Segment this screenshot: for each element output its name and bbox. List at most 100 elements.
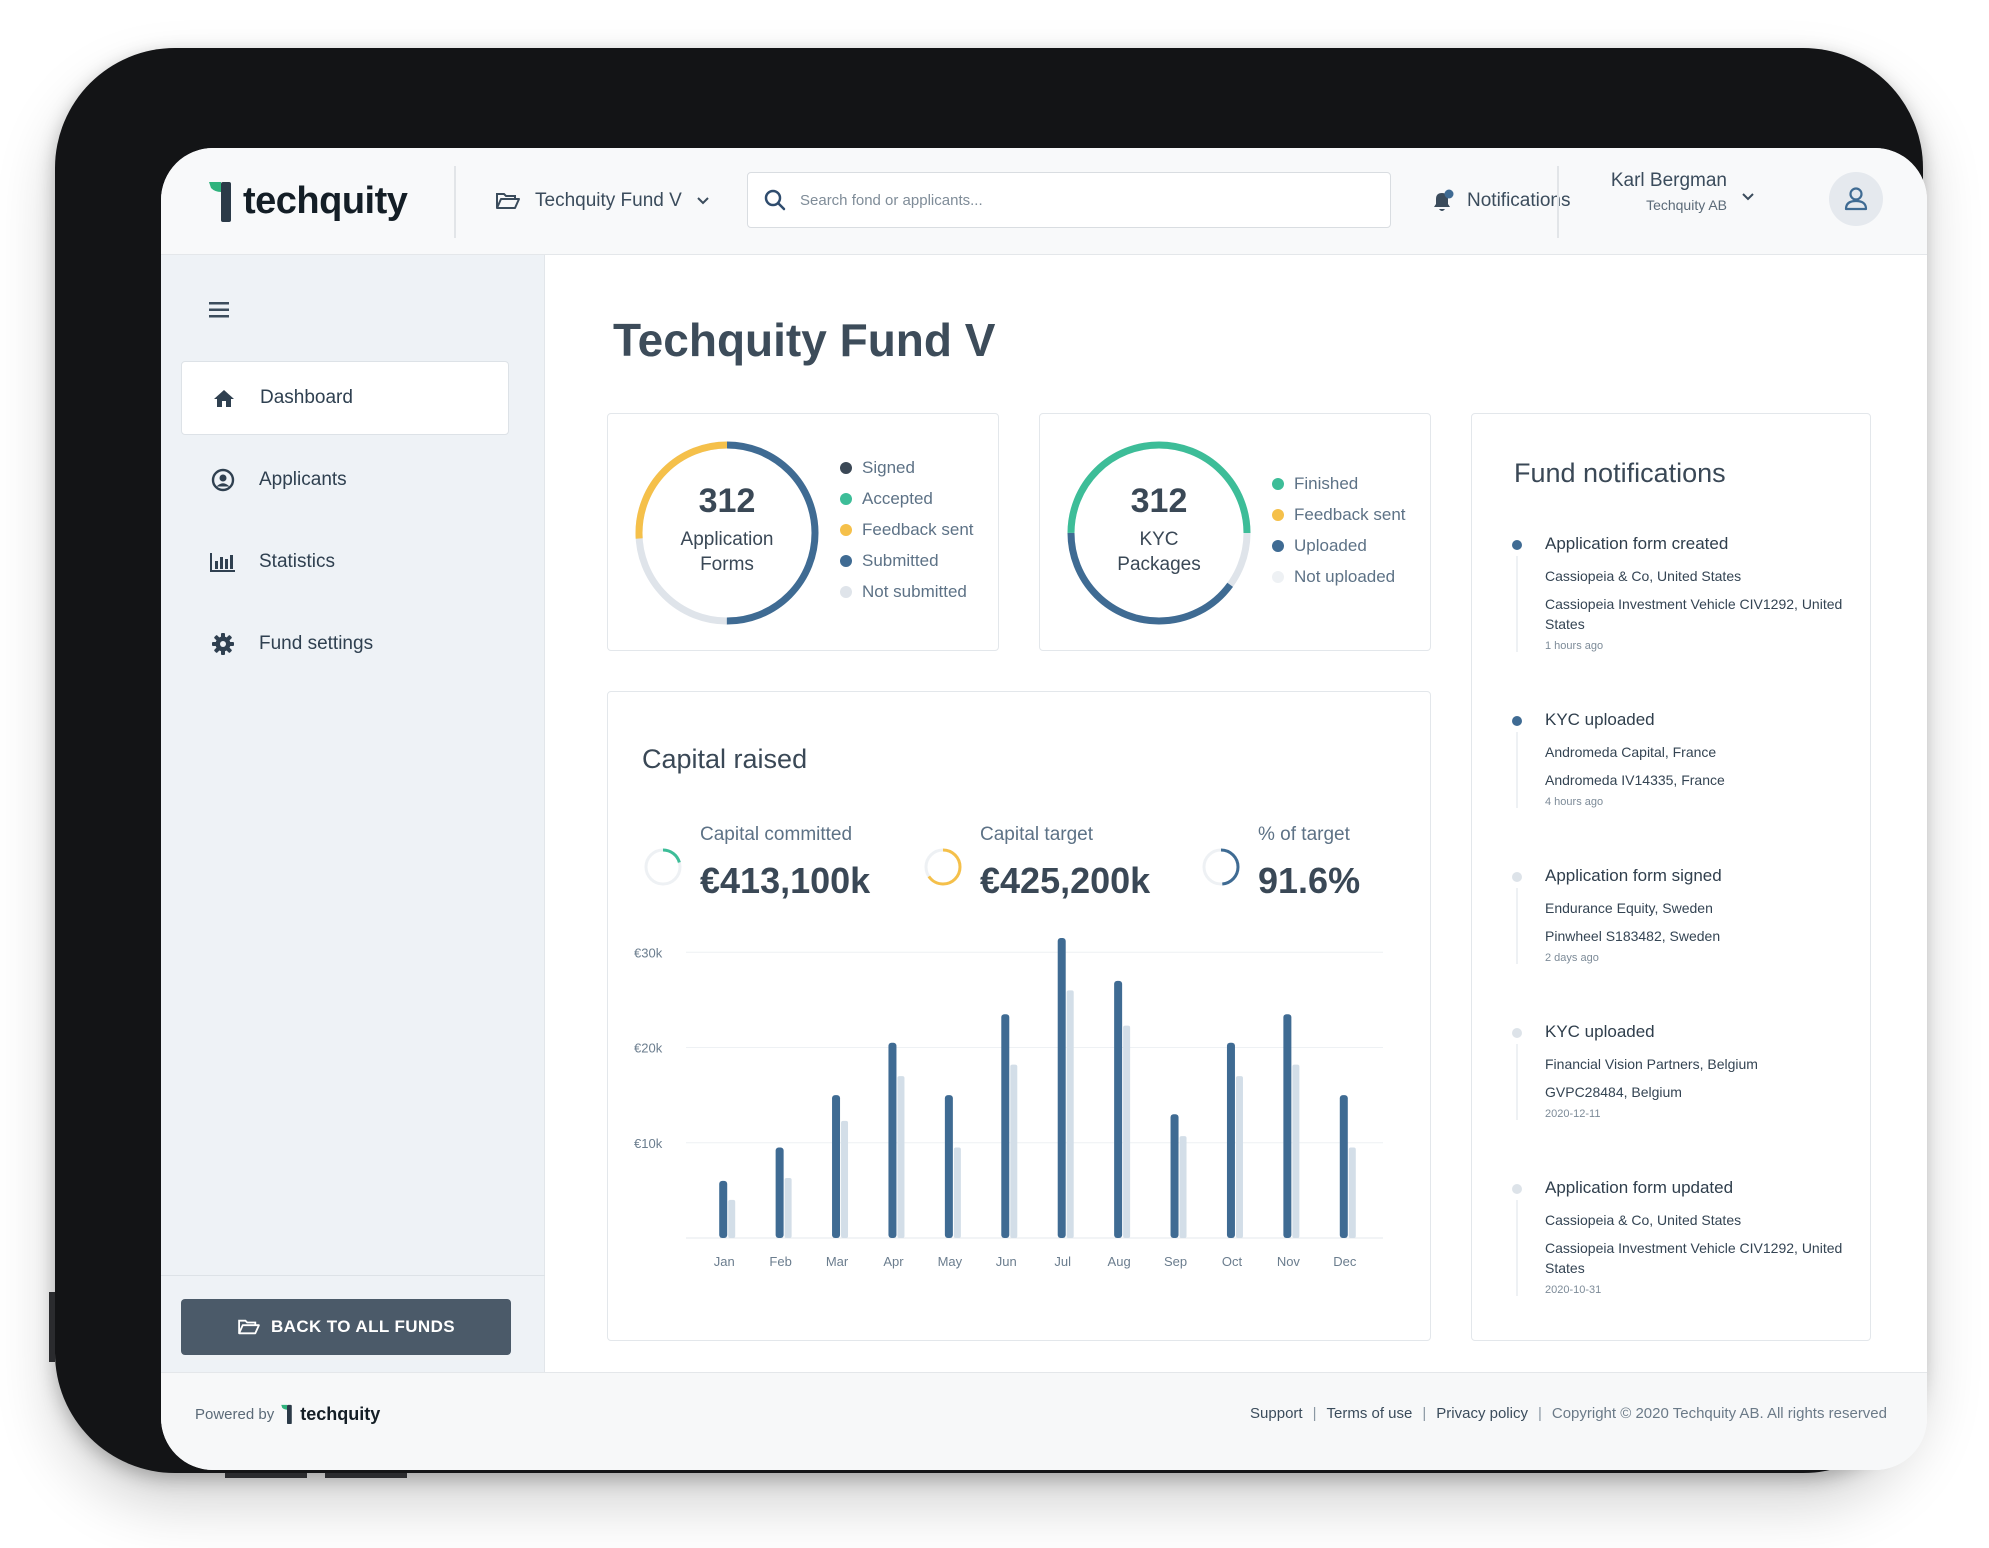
bar-primary[interactable] xyxy=(1057,938,1066,1238)
bar-primary[interactable] xyxy=(1170,1114,1179,1238)
user-company: Techquity AB xyxy=(1646,197,1727,213)
notification-item[interactable]: Application form signed Endurance Equity… xyxy=(1512,866,1852,966)
bar-primary[interactable] xyxy=(1283,1014,1292,1238)
sidebar-item-dashboard[interactable]: Dashboard xyxy=(181,361,509,435)
bar-secondary[interactable] xyxy=(1123,1025,1131,1238)
application-forms-card[interactable]: 312 Application Forms Signed Accepted Fe… xyxy=(607,413,999,651)
notification-vehicle: GVPC28484, Belgium xyxy=(1545,1084,1682,1100)
divider xyxy=(1557,166,1559,238)
notification-applicant: Financial Vision Partners, Belgium xyxy=(1545,1056,1758,1072)
bar-primary[interactable] xyxy=(888,1042,897,1238)
top-bar: techquity Techquity Fund V xyxy=(161,148,1927,255)
application-forms-label: Application Forms xyxy=(637,527,817,577)
label-line: Application xyxy=(680,529,774,550)
kyc-packages-card[interactable]: 312 KYC Packages Finished Feedback sent … xyxy=(1039,413,1431,651)
legend-item: Accepted xyxy=(840,483,974,514)
kyc-packages-label: KYC Packages xyxy=(1069,527,1249,577)
user-menu[interactable]: Karl Bergman Techquity AB xyxy=(1591,170,1727,213)
timeline-dot xyxy=(1512,540,1522,550)
bar-primary[interactable] xyxy=(1001,1014,1010,1238)
notification-title: Application form signed xyxy=(1545,866,1722,885)
bar-secondary[interactable] xyxy=(1235,1076,1243,1238)
bar-secondary[interactable] xyxy=(1348,1147,1356,1238)
home-icon xyxy=(194,388,254,408)
bar-secondary[interactable] xyxy=(1292,1064,1300,1238)
notifications-button[interactable]: Notifications xyxy=(1429,178,1571,224)
bar-chart-icon xyxy=(193,552,253,572)
bar-secondary[interactable] xyxy=(1010,1064,1018,1238)
bar-secondary[interactable] xyxy=(1066,990,1074,1238)
sidebar-item-fund-settings[interactable]: Fund settings xyxy=(181,607,509,681)
metric-value: €413,100k xyxy=(700,860,871,901)
chevron-down-icon[interactable] xyxy=(1741,192,1755,202)
bar-primary[interactable] xyxy=(719,1180,728,1238)
capital-bar-chart: €10k €20k €30k Jan Feb Mar Apr May Jun Jul Aug Sep O… xyxy=(634,938,1383,1269)
bar-secondary[interactable] xyxy=(841,1120,849,1238)
sidebar-item-label: Dashboard xyxy=(260,387,353,408)
progress-ring-icon xyxy=(644,848,682,886)
fund-selector[interactable]: Techquity Fund V xyxy=(495,178,710,224)
avatar[interactable] xyxy=(1829,172,1883,226)
notification-item[interactable]: KYC uploaded Andromeda Capital, France A… xyxy=(1512,710,1852,810)
notification-time: 2020-10-31 xyxy=(1545,1284,1602,1296)
privacy-policy-link[interactable]: Privacy policy xyxy=(1436,1405,1528,1422)
back-to-all-funds-button[interactable]: BACK TO ALL FUNDS xyxy=(181,1299,511,1355)
sidebar-item-applicants[interactable]: Applicants xyxy=(181,443,509,517)
folder-open-icon xyxy=(238,1319,260,1335)
legend-label: Feedback sent xyxy=(862,519,974,539)
legend-dot xyxy=(840,585,852,598)
notification-applicant: Cassiopeia & Co, United States xyxy=(1545,568,1742,584)
bar-primary[interactable] xyxy=(1114,980,1123,1238)
bar-primary[interactable] xyxy=(832,1095,841,1238)
bar-secondary[interactable] xyxy=(1179,1136,1187,1238)
bar-secondary[interactable] xyxy=(728,1199,736,1238)
legend-dot xyxy=(840,554,852,567)
bar-secondary[interactable] xyxy=(953,1147,961,1238)
legend-dot xyxy=(1272,539,1284,552)
legend-label: Submitted xyxy=(862,550,939,570)
hamburger-menu-icon[interactable] xyxy=(209,301,231,319)
legend-label: Signed xyxy=(862,457,915,477)
sidebar-item-statistics[interactable]: Statistics xyxy=(181,525,509,599)
bar-primary[interactable] xyxy=(944,1095,953,1238)
bar-primary[interactable] xyxy=(775,1147,784,1238)
x-tick-label: Mar xyxy=(826,1254,849,1269)
tablet-bottom-button xyxy=(225,1473,307,1478)
y-tick-label: €30k xyxy=(634,945,663,960)
notification-item[interactable]: Application form created Cassiopeia & Co… xyxy=(1512,534,1852,654)
logo-mark-icon xyxy=(209,182,231,222)
user-icon xyxy=(1844,187,1868,211)
copyright-text: Copyright © 2020 Techquity AB. All right… xyxy=(1551,1405,1887,1422)
bar-primary[interactable] xyxy=(1339,1095,1348,1238)
application-forms-count: 312 xyxy=(698,482,756,520)
legend-label: Not uploaded xyxy=(1294,566,1396,586)
application-forms-legend: Signed Accepted Feedback sent Submitted … xyxy=(840,452,974,607)
legend-dot xyxy=(840,461,852,474)
techquity-logo[interactable]: techquity xyxy=(207,176,408,226)
legend-item: Submitted xyxy=(840,545,974,576)
app-screen: techquity Techquity Fund V xyxy=(161,148,1927,1470)
sidebar-item-label: Applicants xyxy=(259,469,347,490)
legend-dot xyxy=(840,492,852,505)
bell-icon xyxy=(1434,189,1454,211)
notification-title: KYC uploaded xyxy=(1545,710,1655,729)
application-forms-summary: 312 Application Forms xyxy=(637,482,817,577)
powered-by-label: Powered by xyxy=(195,1405,275,1423)
legend-label: Feedback sent xyxy=(1294,504,1406,524)
notification-item[interactable]: KYC uploaded Financial Vision Partners, … xyxy=(1512,1022,1852,1122)
search-box[interactable] xyxy=(747,172,1391,228)
metric-value: €425,200k xyxy=(980,860,1151,901)
fund-notifications-title: Fund notifications xyxy=(1514,458,1726,488)
user-circle-icon xyxy=(193,468,253,492)
main-content: Techquity Fund V 312 Application Forms xyxy=(545,255,1927,1372)
search-input[interactable] xyxy=(800,191,1360,209)
bar-primary[interactable] xyxy=(1226,1042,1235,1238)
x-tick-label: Apr xyxy=(883,1254,904,1269)
logo-text: techquity xyxy=(243,179,408,222)
terms-of-use-link[interactable]: Terms of use xyxy=(1326,1405,1413,1422)
support-link[interactable]: Support xyxy=(1250,1405,1303,1422)
back-button-label: BACK TO ALL FUNDS xyxy=(270,1317,456,1336)
bar-secondary[interactable] xyxy=(897,1076,905,1238)
bar-secondary[interactable] xyxy=(784,1178,792,1238)
notification-item[interactable]: Application form updated Cassiopeia & Co… xyxy=(1512,1178,1852,1298)
